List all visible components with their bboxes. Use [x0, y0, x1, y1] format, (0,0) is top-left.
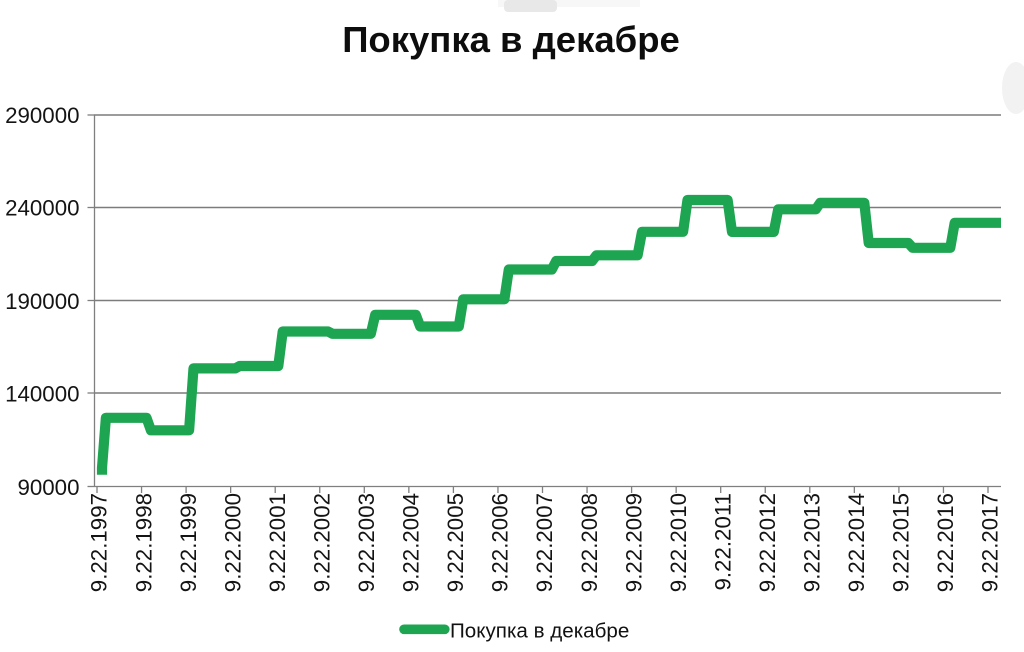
svg-text:Покупка в декабре: Покупка в декабре — [450, 619, 629, 642]
svg-text:9.22.2007: 9.22.2007 — [532, 493, 557, 592]
svg-text:Покупка в декабре: Покупка в декабре — [342, 19, 680, 60]
svg-text:9.22.2006: 9.22.2006 — [488, 493, 513, 592]
svg-text:9.22.2004: 9.22.2004 — [399, 493, 424, 592]
svg-text:9.22.2008: 9.22.2008 — [577, 493, 602, 592]
svg-text:240000: 240000 — [5, 196, 79, 221]
svg-text:9.22.2010: 9.22.2010 — [666, 493, 691, 592]
svg-text:90000: 90000 — [17, 475, 79, 500]
svg-text:9.22.2011: 9.22.2011 — [710, 493, 735, 591]
svg-text:9.22.2005: 9.22.2005 — [443, 493, 468, 592]
svg-text:9.22.2015: 9.22.2015 — [889, 493, 914, 592]
svg-text:9.22.2016: 9.22.2016 — [933, 493, 958, 592]
svg-text:290000: 290000 — [5, 103, 79, 128]
svg-text:9.22.2012: 9.22.2012 — [755, 493, 780, 592]
svg-text:9.22.2017: 9.22.2017 — [978, 493, 1003, 592]
svg-text:9.22.2001: 9.22.2001 — [265, 493, 290, 592]
svg-text:9.22.1999: 9.22.1999 — [176, 493, 201, 592]
svg-text:9.22.2000: 9.22.2000 — [220, 493, 245, 592]
svg-text:190000: 190000 — [5, 289, 79, 314]
svg-text:9.22.1997: 9.22.1997 — [87, 493, 112, 592]
svg-text:9.22.2013: 9.22.2013 — [800, 493, 825, 592]
svg-text:9.22.1998: 9.22.1998 — [131, 493, 156, 592]
svg-text:9.22.2014: 9.22.2014 — [844, 493, 869, 592]
svg-text:140000: 140000 — [5, 381, 79, 406]
svg-text:9.22.2002: 9.22.2002 — [309, 493, 334, 592]
svg-text:9.22.2003: 9.22.2003 — [354, 493, 379, 592]
svg-text:9.22.2009: 9.22.2009 — [621, 493, 646, 592]
